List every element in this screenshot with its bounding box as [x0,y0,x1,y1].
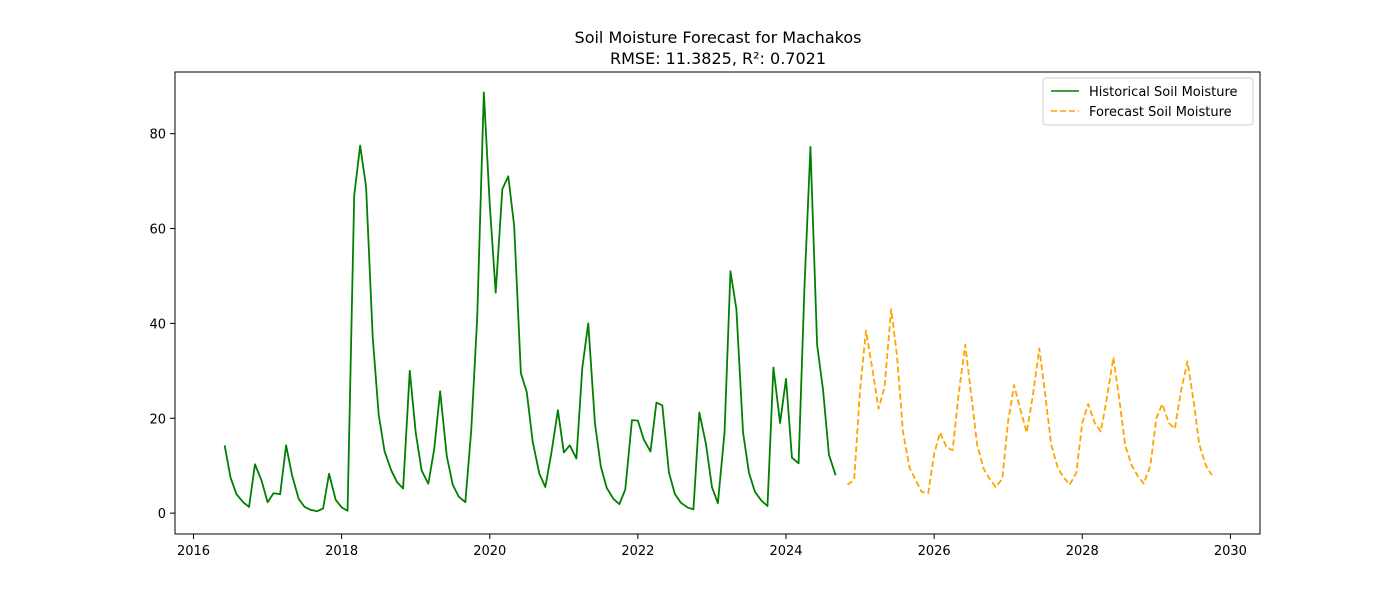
y-tick-label: 60 [149,223,166,238]
legend-historical-label: Historical Soil Moisture [1089,85,1238,100]
historical-soil-moisture-line [223,91,837,513]
legend-forecast-label: Forecast Soil Moisture [1089,105,1232,120]
y-tick-label: 0 [158,507,166,522]
axes-layer: 2016 2018 2020 2022 2024 2026 2028 2030 0 20 40 60 8… [149,128,1246,559]
legend-box [1042,77,1254,126]
x-tick-label: 2026 [918,544,951,559]
y-tick-label: 20 [149,412,166,427]
x-tick-label: 2022 [621,544,654,559]
y-tick-label: 40 [149,317,166,332]
series-layer [223,91,1213,513]
y-tick-label: 80 [149,128,166,143]
plot-frame [174,71,1261,535]
x-tick-label: 2030 [1214,544,1247,559]
chart-subtitle: RMSE: 11.3825, R²: 0.7021 [610,49,826,68]
forecast-soil-moisture-line [846,308,1213,495]
x-tick-label: 2018 [325,544,358,559]
x-tick-label: 2024 [769,544,802,559]
x-tick-label: 2028 [1066,544,1099,559]
chart-title: Soil Moisture Forecast for Machakos [575,28,862,47]
x-tick-label: 2020 [473,544,506,559]
x-tick-label: 2016 [177,544,210,559]
legend: Historical Soil Moisture Forecast Soil M… [1042,77,1254,126]
